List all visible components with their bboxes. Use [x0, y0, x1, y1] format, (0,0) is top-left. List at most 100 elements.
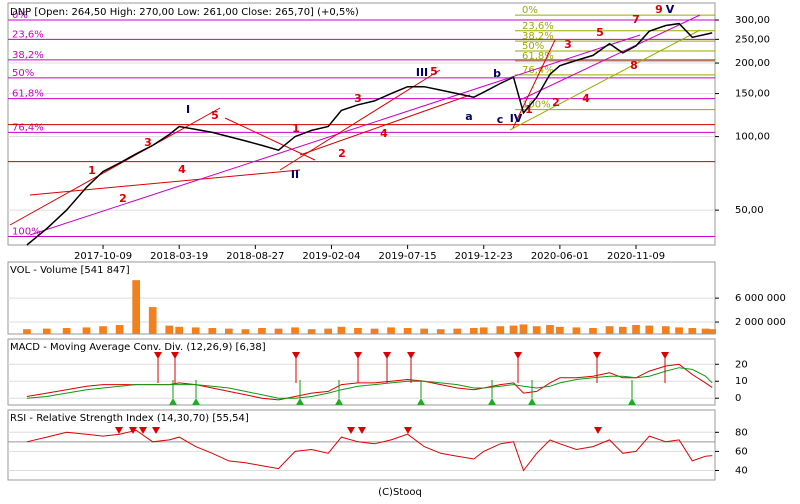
buy-signal [335, 398, 343, 405]
y-tick-label: 10 [735, 376, 748, 387]
wave-label: III [416, 66, 428, 79]
y-tick-label: 0 [735, 393, 741, 404]
volume-bar [324, 328, 333, 334]
volume-bar [605, 326, 614, 334]
buy-signal [417, 398, 425, 405]
volume-bar [453, 328, 462, 334]
y-tick-label: 60 [735, 446, 748, 457]
buy-signal [628, 398, 636, 405]
fib-label: 76,4% [522, 65, 554, 76]
wave-label: I [186, 103, 190, 116]
volume-bar [645, 325, 654, 334]
fib-label: 0% [12, 10, 28, 21]
volume-bar [436, 329, 445, 334]
series-line [26, 429, 713, 472]
wave-label: 1 [88, 164, 96, 177]
panel-title: VOL - Volume [541 847] [10, 265, 130, 276]
sell-signal [358, 427, 366, 434]
channel-line [519, 14, 701, 101]
panel-title: MACD - Moving Average Conv. Div. (12,26,… [10, 342, 266, 353]
sell-signal [152, 427, 160, 434]
volume-bar [688, 328, 697, 334]
channel-line [299, 94, 471, 156]
wave-label: 8 [630, 59, 638, 72]
panel-title: DNP [Open: 264,50 High: 270,00 Low: 261,… [10, 7, 359, 18]
channel-line [512, 39, 556, 129]
volume-bar [556, 326, 564, 334]
sell-signal [383, 352, 391, 359]
fib-label: 61,8% [12, 89, 44, 100]
y-tick-label: 50,00 [735, 205, 764, 216]
channel-line [29, 169, 301, 196]
x-tick-label: 2019-07-15 [379, 251, 437, 262]
x-tick-label: 2017-10-09 [74, 251, 132, 262]
volume-bar [403, 328, 412, 334]
wave-label: 4 [582, 92, 590, 105]
y-tick-label: 250,00 [735, 34, 770, 45]
y-tick-label: 6 000 000 [735, 293, 786, 304]
volume-bar [225, 328, 233, 334]
volume-bar [23, 329, 31, 334]
wave-label: 4 [178, 163, 186, 176]
series-line [26, 22, 713, 246]
volume-bar [469, 328, 478, 334]
x-tick-label: 2020-11-09 [607, 251, 665, 262]
x-tick-label: 2018-08-27 [226, 251, 284, 262]
volume-bar [175, 326, 184, 334]
volume-bar [307, 329, 316, 334]
fib-label: 100% [522, 100, 551, 111]
wave-label: 1 [292, 122, 300, 135]
buy-signal [488, 398, 496, 405]
wave-label: V [666, 3, 675, 16]
y-tick-label: 2 000 000 [735, 317, 786, 328]
sell-signal [171, 352, 179, 359]
buy-signal [296, 398, 304, 405]
volume-bar [701, 328, 710, 334]
wave-label: 4 [380, 127, 388, 140]
volume-bar [618, 326, 627, 334]
wave-label: II [291, 168, 299, 181]
fib-label: 100% [12, 227, 41, 238]
volume-bar [337, 326, 346, 334]
fib-label: 0% [522, 5, 538, 16]
volume-bar [241, 329, 250, 334]
x-tick-label: 2019-02-04 [302, 251, 360, 262]
volume-bar [387, 327, 395, 334]
volume-bar [420, 328, 429, 334]
volume-bar [291, 327, 299, 334]
fib-label: 61,8% [522, 51, 554, 62]
volume-bar [546, 325, 554, 334]
volume-bar [99, 326, 107, 334]
fib-label: 50% [522, 41, 544, 52]
volume-bar [62, 328, 71, 334]
volume-bar [82, 327, 91, 334]
wave-label: 5 [211, 109, 219, 122]
wave-label: b [493, 67, 501, 80]
y-tick-label: 20 [735, 359, 748, 370]
sell-signal [354, 352, 362, 359]
volume-bar [519, 324, 528, 334]
buy-signal [528, 398, 536, 405]
buy-signal [169, 398, 177, 405]
fib-label: 76,4% [12, 122, 44, 133]
wave-label: 7 [632, 13, 640, 26]
y-tick-label: 200,00 [735, 58, 770, 69]
sell-signal [292, 352, 300, 359]
fib-label: 38,2% [12, 50, 44, 61]
x-tick-label: 2019-12-23 [455, 251, 513, 262]
wave-label: a [465, 110, 472, 123]
volume-bar [115, 325, 124, 334]
wave-label: 2 [552, 96, 560, 109]
channel-line [29, 34, 641, 236]
volume-bar [675, 327, 683, 334]
volume-bar [208, 328, 217, 334]
wave-label: 9 [655, 3, 663, 16]
sell-signal [139, 427, 147, 434]
sell-signal [347, 427, 355, 434]
volume-bar [42, 328, 51, 334]
volume-bar [572, 327, 581, 334]
y-tick-label: 40 [735, 465, 748, 476]
buy-signal [192, 398, 200, 405]
volume-bar [165, 325, 174, 334]
